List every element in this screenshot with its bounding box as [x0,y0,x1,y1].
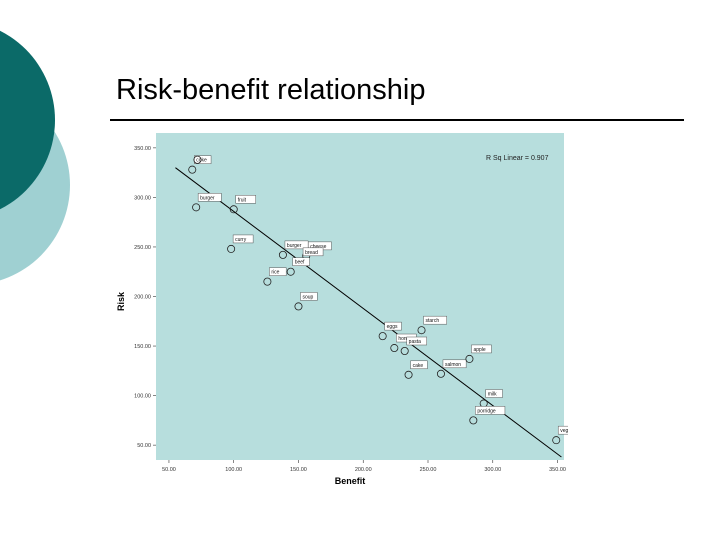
point-label-box [471,344,492,354]
data-point [465,354,474,363]
point-label-box [423,315,447,325]
y-tick-label: 300.00 [134,195,151,201]
point-label-box [557,425,568,435]
data-point [286,267,295,276]
point-label-box [292,257,310,266]
data-point [227,244,236,253]
point-label: cake [413,363,424,369]
x-tick-label: 200.00 [355,467,372,473]
y-tick-label: 50.00 [137,443,151,449]
point-label-box [406,336,427,346]
point-label: milk [488,392,497,398]
data-point [188,165,197,174]
point-label: rice [271,270,279,276]
fit-line-label: R Sq Linear = 0.907 [486,155,549,162]
slide-title: Risk-benefit relationship [116,74,426,106]
point-label-box [475,406,506,415]
point-label-box [384,321,402,331]
decorative-circles [0,30,70,281]
point-label-box [442,359,467,369]
data-point [193,155,202,164]
x-tick-label: 300.00 [484,467,501,473]
x-tick-label: 250.00 [420,467,437,473]
x-tick-label: 150.00 [290,467,307,473]
point-label: beef [295,260,305,266]
data-point [263,277,272,286]
point-label: burger [200,195,215,201]
data-point [436,369,445,378]
dark-teal-circle [0,30,55,210]
point-label: veg [560,428,568,434]
point-label-box [232,234,254,244]
point-label-box [235,195,256,204]
y-axis-label: Risk [116,291,126,311]
y-tick-label: 350.00 [134,146,151,152]
data-point [294,302,303,311]
data-point [192,203,201,212]
point-label-box [410,360,428,370]
data-point [400,346,409,355]
x-axis-label: Benefit [335,476,366,486]
risk-benefit-scatter-chart: 50.00 100.00 150.00 200.00 250.00 300.00 350.0… [116,133,568,486]
point-label: soup [302,294,313,300]
data-point [469,416,478,425]
data-point [404,370,413,379]
x-tick-label: 100.00 [225,467,242,473]
point-label: curry [235,237,247,243]
y-tick-label: 200.00 [134,295,151,301]
point-label: fruit [238,197,247,203]
point-label: starch [426,318,440,324]
x-tick-label: 350.00 [549,467,566,473]
point-label-box [197,193,222,202]
title-underline [110,119,684,121]
data-point [278,250,287,259]
data-point [390,344,399,353]
point-label-box [194,155,212,164]
data-point [552,436,561,445]
data-point [378,332,387,341]
point-label-box [300,292,318,301]
point-label-box [485,389,503,398]
point-label: cheese [310,244,326,250]
plot-area [156,133,564,460]
x-tick-label: 50.00 [162,467,176,473]
point-label-box [269,267,287,276]
point-label: bread [305,250,318,256]
y-tick-label: 100.00 [134,394,151,400]
point-label: salmon [445,362,461,368]
point-label: porridge [477,408,496,414]
data-point [229,205,238,214]
point-label-box [302,247,324,257]
y-tick-label: 150.00 [134,344,151,350]
point-label: eggs [387,324,398,330]
y-tick-label: 250.00 [134,245,151,251]
point-label: burger [287,243,302,249]
point-label: honey [398,336,412,342]
point-label: coke [196,158,207,164]
point-label: apple [473,347,485,353]
point-label: pasta [409,339,421,345]
data-point [417,326,426,335]
